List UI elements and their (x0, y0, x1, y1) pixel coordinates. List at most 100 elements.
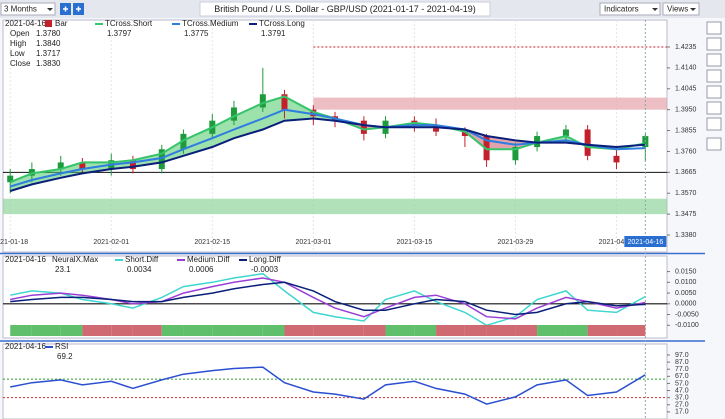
y-tick-label: 77.0 (675, 366, 689, 373)
neuralx-strip (284, 325, 314, 336)
y-tick-label: -0.0050 (675, 311, 699, 318)
candle-body (230, 107, 237, 121)
neuralx-strip (486, 325, 516, 336)
y-tick-label: 47.0 (675, 387, 689, 394)
candle-body (259, 94, 266, 108)
x-tick-label: 2021-03-01 (295, 239, 331, 246)
tool-button[interactable] (706, 37, 722, 51)
candle-body (57, 162, 64, 170)
y-tick-label: 1.3950 (675, 107, 697, 114)
legend-value: 69.2 (57, 352, 73, 361)
tool-button[interactable] (706, 117, 722, 131)
y-tick-label: 1.3475 (675, 211, 697, 218)
y-tick-label: 0.0050 (675, 290, 697, 297)
legend-label: TCross.Short (105, 19, 153, 28)
legend-label: Long.Diff (249, 255, 282, 264)
dropdown-arrow (652, 8, 658, 11)
y-tick-label: -0.0100 (675, 322, 699, 329)
x-tick-label: 2021-03-15 (396, 239, 432, 246)
readout-value: 1.3717 (36, 49, 61, 58)
readout-value: 1.3780 (36, 29, 61, 38)
neuralx-strip (183, 325, 213, 336)
cursor-date-box (624, 236, 667, 247)
price-zone (3, 198, 667, 215)
tool-button[interactable] (706, 69, 722, 83)
tool-button[interactable] (706, 53, 722, 67)
legend-label: NeuralX.Max (52, 255, 98, 264)
legend-swatch (45, 20, 52, 27)
neuralx-strip (31, 325, 61, 336)
legend-label: Medium.Diff (187, 255, 230, 264)
y-tick-label: 1.4045 (675, 86, 697, 93)
tool-button[interactable] (706, 85, 722, 99)
views-dropdown[interactable] (662, 2, 700, 16)
neuralx-strip (464, 325, 487, 336)
neuralx-strip (515, 325, 538, 336)
candle-body (461, 131, 468, 137)
series-line (10, 272, 646, 327)
candle-body (433, 125, 440, 132)
readout-label: High (10, 39, 26, 48)
y-tick-label: 1.3855 (675, 127, 697, 134)
y-tick-label: 0.0000 (675, 301, 697, 308)
legend-value: 0.0034 (127, 265, 152, 274)
cross-fill (233, 103, 263, 139)
legend-value: 1.3791 (261, 29, 286, 38)
neuralx-strip (313, 325, 335, 336)
y-tick-label: 37.0 (675, 395, 689, 402)
tool-button[interactable] (706, 101, 722, 115)
candle-body (534, 136, 541, 148)
indicators-dropdown[interactable] (599, 2, 661, 16)
cross-fill (10, 173, 32, 192)
tool-button[interactable] (706, 137, 722, 151)
readout-value: 1.3830 (36, 59, 61, 68)
readout-label: Open (10, 29, 30, 38)
title-box (199, 1, 491, 17)
y-tick-label: 1.4140 (675, 65, 697, 72)
y-tick-label: 1.4235 (675, 44, 697, 51)
legend-label: Short.Diff (125, 255, 159, 264)
candle-body (584, 129, 591, 156)
candle-body (7, 175, 14, 183)
tool-button[interactable] (706, 21, 722, 35)
y-tick-label: 0.0150 (675, 268, 697, 275)
readout-value: 1.3840 (36, 39, 61, 48)
legend-label: RSI (55, 342, 68, 351)
neuralx-strip (335, 325, 364, 336)
candle-body (129, 160, 136, 170)
range-label: 3 Months (4, 5, 37, 14)
x-tick-label: 2021-02-01 (93, 239, 129, 246)
neuralx-strip (60, 325, 83, 336)
candle-body (28, 169, 35, 176)
legend-value: 23.1 (55, 265, 71, 274)
y-tick-label: 1.3760 (675, 148, 697, 155)
neuralx-strip (414, 325, 437, 336)
y-tick-label: 1.3570 (675, 190, 697, 197)
neuralx-strip (132, 325, 162, 336)
readout-label: Low (10, 49, 25, 58)
x-tick-label: 2021-04-12 (599, 239, 635, 246)
legend-value: -0.0003 (251, 265, 279, 274)
readout-label: Close (10, 59, 31, 68)
tool-column (706, 21, 722, 151)
range-dropdown[interactable] (0, 2, 56, 16)
neuralx-strip (82, 325, 112, 336)
series-line (9, 117, 646, 192)
x-tick-label: 2021-02-15 (194, 239, 230, 246)
plus-icon (63, 6, 68, 12)
neuralx-strip (10, 325, 32, 336)
y-tick-label: 57.0 (675, 380, 689, 387)
legend-date: 2021-04-16 (5, 19, 46, 28)
candle-body (512, 147, 519, 161)
neuralx-strip (233, 325, 263, 336)
views-label: Views (667, 5, 688, 14)
y-tick-label: 87.0 (675, 359, 689, 366)
legend-value: 0.0006 (189, 265, 214, 274)
neuralx-strip (111, 325, 133, 336)
y-tick-label: 97.0 (675, 352, 689, 359)
y-tick-label: 27.0 (675, 402, 689, 409)
legend-value: 1.3775 (184, 29, 209, 38)
dropdown-arrow (47, 8, 53, 11)
chart-title: British Pound / U.S. Dollar - GBP/USD (2… (214, 4, 476, 14)
